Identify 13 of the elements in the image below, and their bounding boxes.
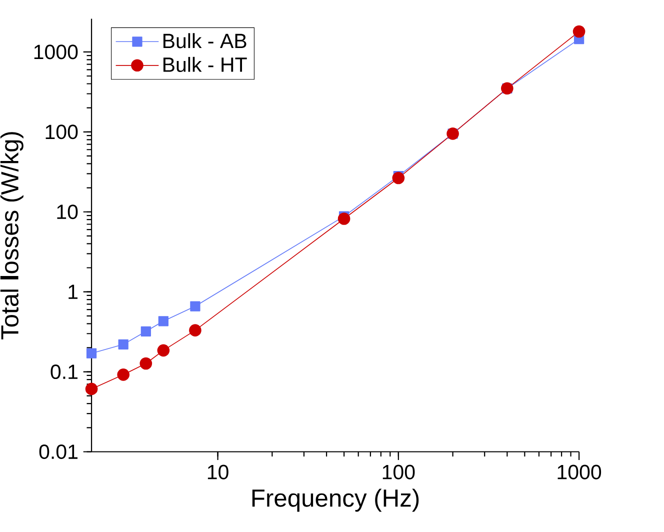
y-tick-label: 1000 — [34, 44, 78, 60]
y-axis-title: Total losses (W/kg) — [0, 132, 24, 340]
y-tick-label: 0.1 — [50, 364, 78, 380]
x-tick-label: 100 — [382, 464, 415, 480]
legend-label: Bulk - HT — [163, 57, 247, 72]
x-axis-title: Frequency (Hz) — [252, 488, 419, 512]
y-tick-label: 1 — [68, 284, 78, 300]
y-tick-label: 0.01 — [39, 444, 78, 460]
y-tick-label: 100 — [46, 124, 78, 140]
x-tick-label: 10 — [208, 464, 228, 480]
legend-label: Bulk - AB — [163, 33, 246, 48]
x-tick-label: 1000 — [558, 464, 602, 480]
y-tick-label: 10 — [57, 204, 78, 220]
